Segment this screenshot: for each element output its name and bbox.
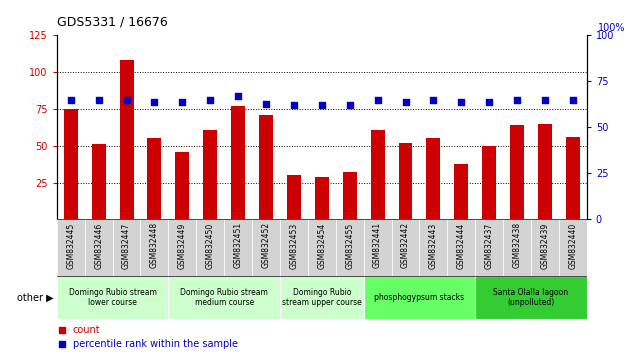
- Point: [428, 97, 439, 103]
- Bar: [85, 219, 112, 276]
- Bar: [399, 143, 413, 219]
- Bar: [336, 219, 363, 276]
- Text: GSM832445: GSM832445: [66, 222, 75, 269]
- Bar: [531, 219, 559, 276]
- Bar: [475, 219, 503, 276]
- Point: [484, 99, 494, 104]
- Bar: [363, 219, 392, 276]
- Point: [289, 103, 299, 108]
- Point: [401, 99, 411, 104]
- Text: GSM832441: GSM832441: [373, 222, 382, 268]
- Text: GSM832437: GSM832437: [485, 222, 493, 269]
- Point: [372, 97, 382, 103]
- Text: GSM832449: GSM832449: [178, 222, 187, 269]
- Text: other ▶: other ▶: [17, 292, 54, 302]
- Bar: [392, 219, 420, 276]
- Bar: [363, 276, 475, 319]
- Text: GSM832439: GSM832439: [541, 222, 550, 269]
- Bar: [203, 130, 217, 219]
- Point: [150, 99, 160, 104]
- Text: GDS5331 / 16676: GDS5331 / 16676: [57, 15, 168, 28]
- Text: GSM832451: GSM832451: [233, 222, 242, 268]
- Point: [205, 97, 215, 103]
- Bar: [510, 125, 524, 219]
- Point: [233, 93, 243, 99]
- Bar: [175, 152, 189, 219]
- Bar: [148, 138, 162, 219]
- Point: [512, 97, 522, 103]
- Text: 100%: 100%: [598, 23, 626, 33]
- Bar: [427, 138, 440, 219]
- Text: Domingo Rubio
stream upper course: Domingo Rubio stream upper course: [282, 288, 362, 307]
- Text: Domingo Rubio stream
medium course: Domingo Rubio stream medium course: [180, 288, 268, 307]
- Text: GSM832452: GSM832452: [261, 222, 271, 268]
- Text: GSM832444: GSM832444: [457, 222, 466, 269]
- Text: GSM832454: GSM832454: [317, 222, 326, 269]
- Bar: [57, 276, 168, 319]
- Bar: [538, 124, 552, 219]
- Text: GSM832438: GSM832438: [512, 222, 522, 268]
- Bar: [112, 219, 141, 276]
- Bar: [196, 219, 224, 276]
- Text: GSM832443: GSM832443: [429, 222, 438, 269]
- Bar: [168, 219, 196, 276]
- Bar: [343, 172, 357, 219]
- Text: phosphogypsum stacks: phosphogypsum stacks: [374, 293, 464, 302]
- Point: [261, 101, 271, 106]
- Text: GSM832448: GSM832448: [150, 222, 159, 268]
- Bar: [141, 219, 168, 276]
- Bar: [252, 219, 280, 276]
- Text: GSM832450: GSM832450: [206, 222, 215, 269]
- Point: [177, 99, 187, 104]
- Bar: [119, 61, 134, 219]
- Text: percentile rank within the sample: percentile rank within the sample: [73, 339, 238, 349]
- Bar: [482, 146, 496, 219]
- Bar: [280, 219, 308, 276]
- Bar: [503, 219, 531, 276]
- Bar: [370, 130, 384, 219]
- Bar: [91, 144, 105, 219]
- Text: GSM832440: GSM832440: [569, 222, 577, 269]
- Point: [540, 97, 550, 103]
- Text: GSM832455: GSM832455: [345, 222, 354, 269]
- Text: GSM832453: GSM832453: [290, 222, 298, 269]
- Point: [456, 99, 466, 104]
- Point: [66, 97, 76, 103]
- Text: count: count: [73, 325, 100, 335]
- Bar: [559, 219, 587, 276]
- Bar: [315, 177, 329, 219]
- Text: Domingo Rubio stream
lower course: Domingo Rubio stream lower course: [69, 288, 156, 307]
- Bar: [168, 276, 280, 319]
- Point: [122, 97, 132, 103]
- Text: GSM832446: GSM832446: [94, 222, 103, 269]
- Bar: [57, 219, 85, 276]
- Point: [317, 103, 327, 108]
- Text: GSM832442: GSM832442: [401, 222, 410, 268]
- Bar: [475, 276, 587, 319]
- Bar: [280, 276, 363, 319]
- Bar: [447, 219, 475, 276]
- Bar: [566, 137, 580, 219]
- Bar: [287, 175, 301, 219]
- Bar: [259, 115, 273, 219]
- Bar: [420, 219, 447, 276]
- Text: GSM832447: GSM832447: [122, 222, 131, 269]
- Bar: [224, 219, 252, 276]
- Point: [568, 97, 578, 103]
- Point: [93, 97, 103, 103]
- Point: [345, 103, 355, 108]
- Bar: [308, 219, 336, 276]
- Bar: [454, 164, 468, 219]
- Text: Santa Olalla lagoon
(unpolluted): Santa Olalla lagoon (unpolluted): [493, 288, 569, 307]
- Bar: [231, 106, 245, 219]
- Bar: [64, 109, 78, 219]
